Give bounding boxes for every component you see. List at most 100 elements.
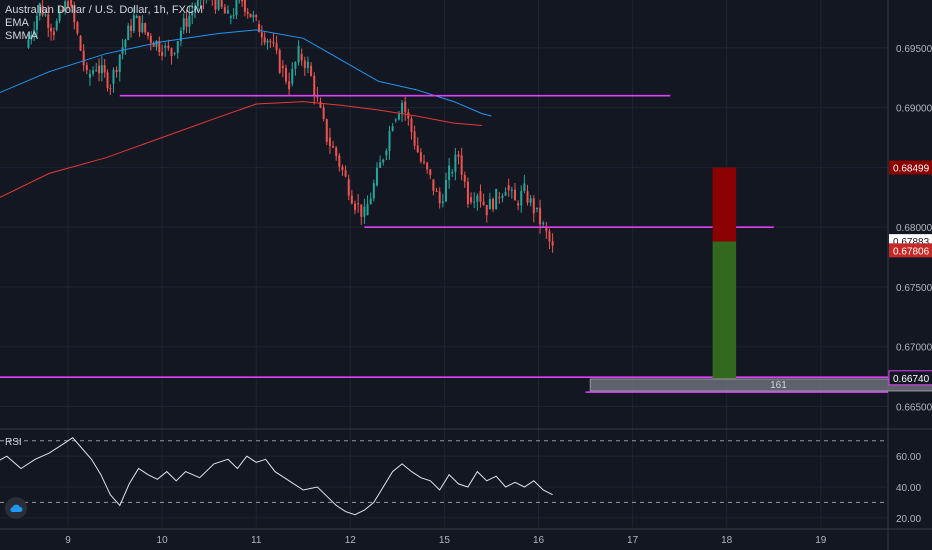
- candle-body: [58, 9, 61, 22]
- candle-body: [451, 171, 454, 174]
- stop-loss-zone[interactable]: [712, 167, 737, 242]
- candle-body: [249, 13, 252, 18]
- candle-body: [441, 201, 444, 204]
- smma-line[interactable]: [0, 101, 483, 201]
- candle-body: [255, 15, 258, 18]
- candle-body: [454, 154, 457, 172]
- candle-body: [435, 190, 438, 192]
- candle-body: [176, 41, 179, 53]
- rsi-tick-label: 20.00: [896, 514, 921, 525]
- candle-body: [33, 29, 36, 36]
- measure-box[interactable]: [589, 378, 932, 392]
- symbol-title[interactable]: Australian Dollar / U.S. Dollar, 1h, FXC…: [5, 4, 204, 16]
- candle-body: [397, 114, 400, 120]
- candle-body: [164, 45, 167, 48]
- candle-body: [106, 72, 109, 89]
- candle-body: [146, 32, 149, 37]
- candle-body: [535, 207, 538, 210]
- candle-body: [372, 183, 375, 199]
- candle-body: [338, 155, 341, 167]
- candle-body: [482, 201, 485, 205]
- candle-body: [545, 227, 548, 232]
- rsi-line[interactable]: [0, 437, 553, 516]
- candle-body: [385, 150, 388, 156]
- ema-legend-label[interactable]: EMA: [5, 17, 29, 29]
- candle-body: [344, 170, 347, 177]
- candle-body: [401, 103, 404, 115]
- candle-body: [144, 23, 147, 33]
- x-tick-label: 12: [345, 535, 357, 546]
- candle-body: [246, 11, 249, 14]
- x-tick-label: 17: [627, 535, 639, 546]
- candle-body: [391, 126, 394, 131]
- candle-body: [501, 195, 504, 198]
- x-tick-label: 11: [251, 535, 262, 546]
- tradingview-logo-icon[interactable]: [5, 497, 27, 519]
- candle-body: [532, 198, 535, 214]
- candle-body: [243, 0, 246, 12]
- candle-body: [191, 11, 194, 16]
- candle-body: [70, 0, 73, 6]
- candle-body: [269, 40, 272, 42]
- candle-body: [41, 5, 44, 16]
- candle-body: [235, 0, 238, 16]
- candle-body: [266, 40, 269, 43]
- candle-body: [52, 31, 55, 36]
- candle-body: [310, 65, 313, 76]
- candle-body: [161, 51, 164, 57]
- candle-body: [507, 185, 510, 191]
- time-axis[interactable]: 9 10 11 12 15 16 17 18 19: [65, 535, 827, 546]
- rsi-pane[interactable]: [0, 437, 888, 516]
- candle-body: [423, 161, 426, 163]
- candle-body: [67, 1, 69, 8]
- candle-body: [272, 41, 275, 44]
- price-tag[interactable]: [889, 243, 932, 258]
- candle-body: [551, 241, 554, 246]
- candle-body: [523, 183, 526, 191]
- candle-body: [539, 207, 542, 225]
- candle-body: [98, 65, 101, 74]
- price-tag[interactable]: [888, 370, 932, 386]
- candle-body: [419, 152, 422, 162]
- y-tick-label: 0.69000: [896, 104, 932, 115]
- price-tag[interactable]: [889, 160, 932, 175]
- candle-body: [44, 14, 47, 16]
- price-pane[interactable]: [0, 0, 554, 253]
- drawing-overlays[interactable]: 161: [0, 94, 932, 393]
- candle-body: [281, 65, 284, 68]
- candle-body: [548, 231, 551, 242]
- candle-body: [354, 203, 357, 211]
- candle-body: [303, 60, 306, 69]
- candle-body: [196, 0, 199, 6]
- candle-body: [194, 7, 197, 12]
- ema-line[interactable]: [0, 29, 492, 117]
- candle-body: [485, 204, 488, 216]
- smma-legend-label[interactable]: SMMA: [5, 30, 38, 42]
- candle-body: [130, 25, 133, 31]
- candle-body: [61, 9, 64, 12]
- candle-body: [170, 48, 173, 57]
- candle-body: [379, 162, 382, 168]
- candle-body: [526, 191, 529, 203]
- price-axis[interactable]: 0.695000.690000.685000.680000.675000.670…: [888, 44, 932, 525]
- candle-body: [275, 43, 278, 51]
- candle-body: [416, 145, 419, 153]
- candle-body: [223, 7, 226, 14]
- candle-body: [407, 112, 410, 119]
- rsi-tick-label: 40.00: [896, 483, 921, 494]
- candle-body: [132, 15, 135, 31]
- candle-body: [214, 0, 217, 10]
- candle-body: [413, 131, 416, 146]
- price-tag-label: 0.67883: [893, 237, 930, 248]
- rsi-legend-label[interactable]: RSI: [5, 437, 22, 448]
- candle-body: [325, 119, 328, 142]
- candle-body: [375, 167, 378, 186]
- x-tick-label: 9: [65, 535, 71, 546]
- candle-body: [328, 137, 331, 147]
- candle-body: [466, 181, 469, 205]
- y-tick-label: 0.68000: [896, 223, 932, 234]
- take-profit-zone[interactable]: [712, 241, 737, 379]
- candle-body: [258, 23, 261, 33]
- candle-body: [232, 15, 235, 17]
